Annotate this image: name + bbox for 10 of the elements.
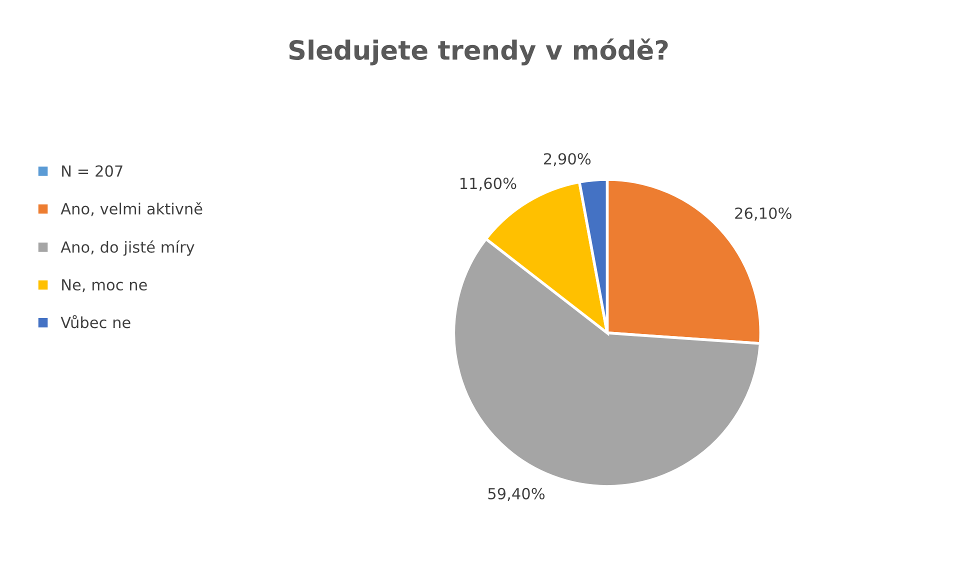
legend-label: Ne, moc ne: [62, 279, 147, 292]
legend-label: Ano, velmi aktivně: [60, 202, 202, 216]
chart-title: Sledujete trendy v módě?: [289, 38, 668, 66]
legend-label: N = 207: [62, 165, 122, 177]
data-label: 59,40%: [488, 488, 545, 501]
legend-label: Vůbec ne: [60, 315, 130, 328]
data-label: 11,60%: [460, 178, 516, 191]
data-label: 2,90%: [544, 153, 591, 166]
data-label: 26,10%: [735, 207, 792, 221]
legend-label: Ano, do jisté míry: [60, 240, 194, 256]
